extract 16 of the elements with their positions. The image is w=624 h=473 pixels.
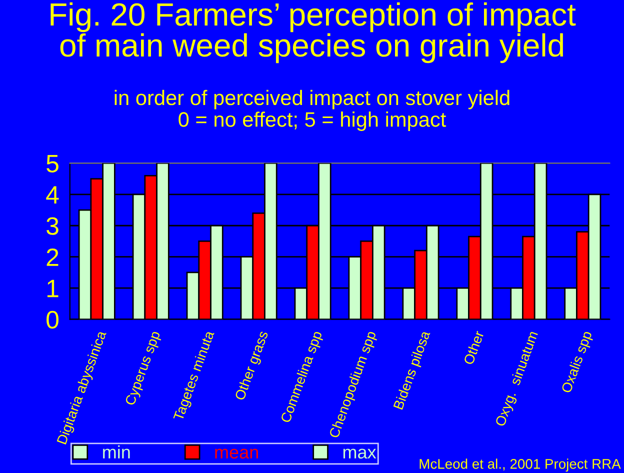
y-tick-label: 3	[46, 217, 58, 235]
y-tick-label: 1	[47, 280, 58, 298]
x-tick-label: Oxalis spp	[560, 330, 595, 394]
x-tick-label: Other	[463, 330, 484, 366]
chart-subtitle: in order of perceived impact on stover yield 0 = no effect; 5 = high impact	[114, 90, 510, 131]
y-tick-label: 5	[46, 155, 58, 172]
text: McLeod et al., 2001 Project RRA	[420, 458, 621, 472]
chart-title: Fig. 20 Farmers’ perception of impact of main weed species on grain yield	[50, 2, 576, 64]
y-tick-label: 0	[46, 310, 58, 329]
x-tick-label: Other grass	[234, 330, 271, 402]
legend-label: min	[103, 445, 130, 458]
legend-label: max	[343, 448, 376, 459]
y-tick-label: 4	[46, 186, 59, 204]
y-tick-label: 2	[46, 248, 58, 266]
legend-label: mean	[215, 448, 258, 459]
x-tick-label: Bidens pilosa	[392, 330, 433, 411]
